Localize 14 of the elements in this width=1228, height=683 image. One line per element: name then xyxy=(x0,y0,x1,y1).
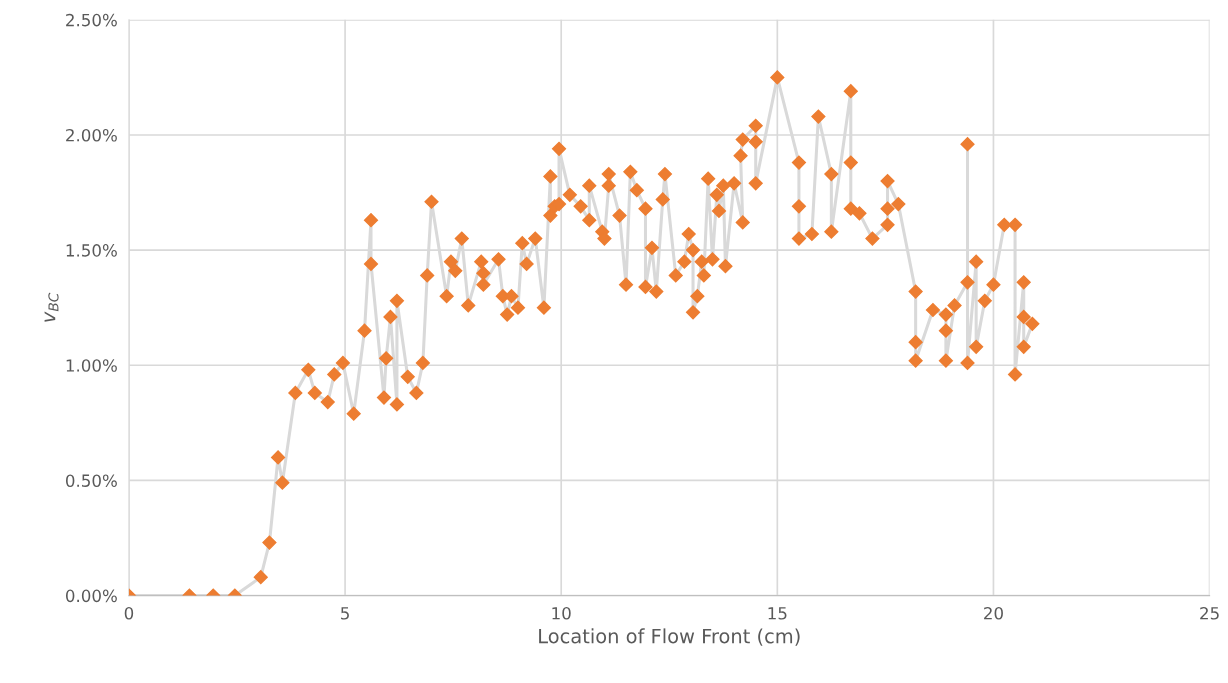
x-tick-label: 0 xyxy=(124,606,134,620)
y-tick-label: 0.50% xyxy=(65,474,117,487)
x-axis-title: Location of Flow Front (cm) xyxy=(539,628,800,646)
y-tick-label: 2.50% xyxy=(66,13,117,27)
y-axis-title: v$_{BC}$ xyxy=(44,292,59,322)
y-tick-label: 1.00% xyxy=(66,359,117,372)
x-tick-label: 10 xyxy=(552,606,571,620)
x-tick-label: 25 xyxy=(1200,606,1219,620)
y-tick-label: 2.00% xyxy=(66,128,117,142)
y-tick-label: 1.50% xyxy=(66,244,117,257)
x-tick-label: 15 xyxy=(768,607,787,620)
x-tick-label: 20 xyxy=(984,606,1003,620)
x-tick-label: 5 xyxy=(341,607,349,620)
y-tick-label: 0.00% xyxy=(65,589,117,603)
